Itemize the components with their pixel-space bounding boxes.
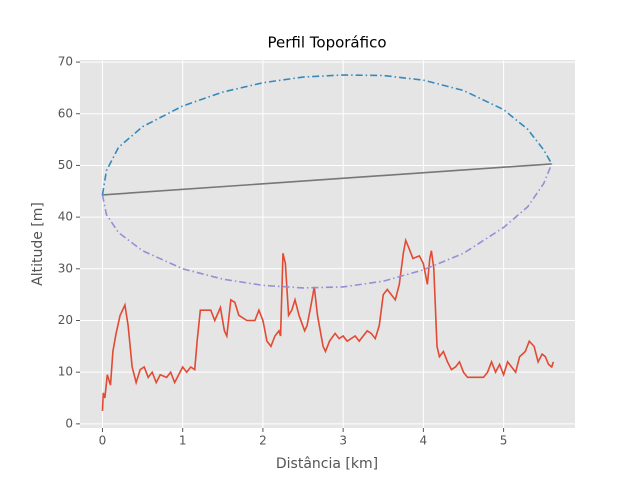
x-tick-label: 2 [259, 434, 267, 448]
chart-title: Perfil Toporáfico [267, 34, 386, 52]
data-line [101, 237, 555, 411]
y-tick-label: 70 [58, 55, 73, 69]
data-line [102, 163, 552, 196]
x-tick-label: 5 [500, 434, 508, 448]
y-tick-label: 30 [58, 261, 73, 275]
x-tick-label: 4 [420, 434, 428, 448]
data-line [101, 74, 553, 196]
x-tick-label: 1 [179, 434, 187, 448]
y-tick-label: 60 [58, 106, 73, 120]
plot-area [80, 60, 575, 428]
x-tick-label: 3 [339, 434, 347, 448]
data-line [101, 163, 553, 289]
y-tick-label: 10 [58, 365, 73, 379]
y-tick-label: 0 [65, 416, 73, 430]
x-axis-label: Distância [km] [276, 456, 378, 472]
x-tick-label: 0 [99, 434, 107, 448]
y-tick-label: 20 [58, 313, 73, 327]
y-tick-label: 50 [58, 158, 73, 172]
y-axis-label: Altitude [m] [30, 202, 46, 286]
y-tick-label: 40 [58, 210, 73, 224]
